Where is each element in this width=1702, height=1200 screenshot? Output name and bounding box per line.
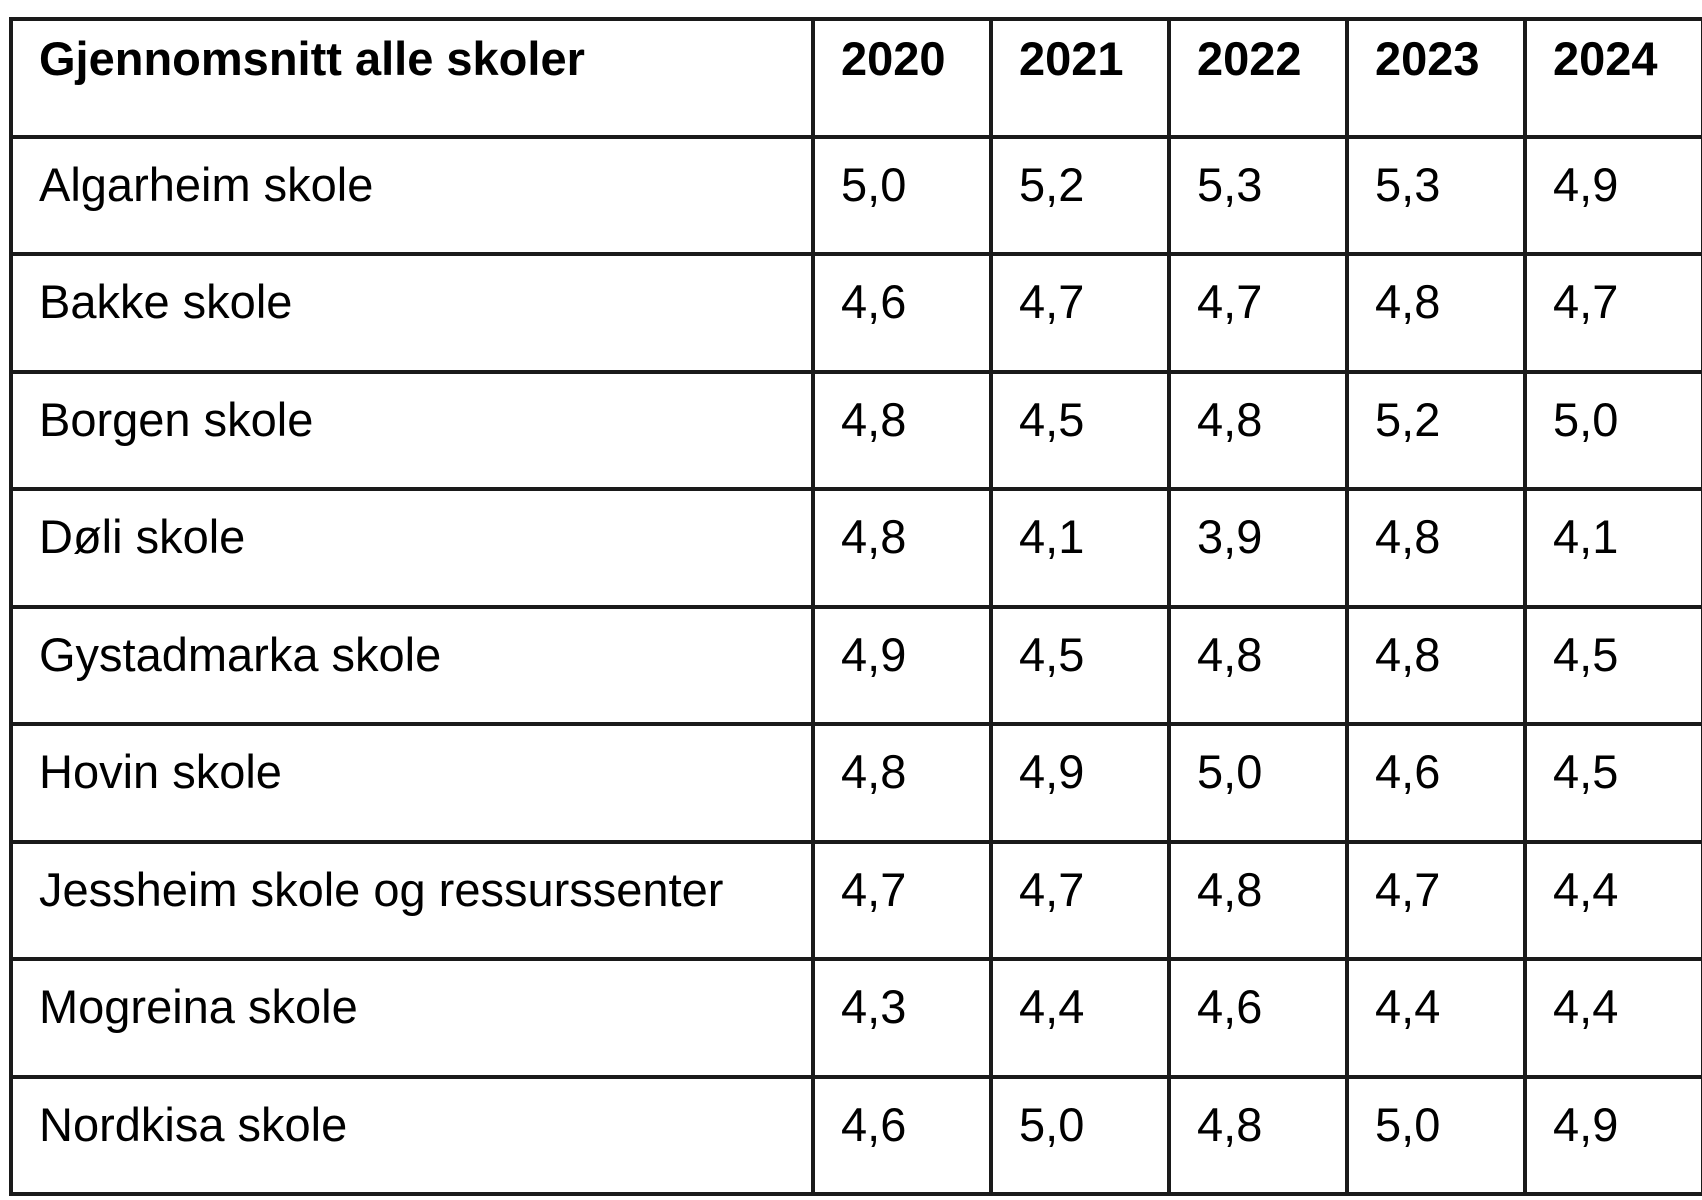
school-averages-table: Gjennomsnitt alle skoler 2020 2021 2022 … xyxy=(9,17,1702,1196)
table-row: Døli skole 4,8 4,1 3,9 4,8 4,1 xyxy=(9,487,1702,609)
school-name: Nordkisa skole xyxy=(9,1074,815,1196)
table-row: Mogreina skole 4,3 4,4 4,6 4,4 4,4 xyxy=(9,957,1702,1079)
year-value: 4,6 xyxy=(1167,957,1349,1079)
year-value: 5,0 xyxy=(811,134,993,256)
year-value: 4,9 xyxy=(989,722,1171,844)
year-value: 4,5 xyxy=(989,369,1171,491)
year-value: 4,1 xyxy=(989,487,1171,609)
year-value: 5,0 xyxy=(1523,369,1702,491)
header-year: 2021 xyxy=(989,17,1171,139)
year-value: 4,7 xyxy=(811,839,993,961)
year-value: 4,8 xyxy=(1345,252,1527,374)
year-value: 4,6 xyxy=(1345,722,1527,844)
table-row: Nordkisa skole 4,6 5,0 4,8 5,0 4,9 xyxy=(9,1074,1702,1196)
year-value: 4,8 xyxy=(1345,487,1527,609)
year-value: 4,8 xyxy=(1167,369,1349,491)
school-name: Algarheim skole xyxy=(9,134,815,256)
year-value: 4,8 xyxy=(1167,1074,1349,1196)
header-year: 2022 xyxy=(1167,17,1349,139)
year-value: 4,1 xyxy=(1523,487,1702,609)
table-row: Hovin skole 4,8 4,9 5,0 4,6 4,5 xyxy=(9,722,1702,844)
year-value: 4,7 xyxy=(989,252,1171,374)
year-value: 4,4 xyxy=(989,957,1171,1079)
year-value: 4,8 xyxy=(811,722,993,844)
year-value: 4,6 xyxy=(811,252,993,374)
averages-table-container: Gjennomsnitt alle skoler 2020 2021 2022 … xyxy=(9,17,1702,1196)
year-value: 4,7 xyxy=(1345,839,1527,961)
table-row: Bakke skole 4,6 4,7 4,7 4,8 4,7 xyxy=(9,252,1702,374)
school-name: Jessheim skole og ressurssenter xyxy=(9,839,815,961)
year-value: 4,8 xyxy=(1345,604,1527,726)
year-value: 5,2 xyxy=(1345,369,1527,491)
year-value: 4,6 xyxy=(811,1074,993,1196)
year-value: 4,8 xyxy=(811,369,993,491)
school-name: Gystadmarka skole xyxy=(9,604,815,726)
school-name: Borgen skole xyxy=(9,369,815,491)
year-value: 5,0 xyxy=(989,1074,1171,1196)
year-value: 5,0 xyxy=(1167,722,1349,844)
year-value: 4,5 xyxy=(989,604,1171,726)
year-value: 4,5 xyxy=(1523,604,1702,726)
school-name: Mogreina skole xyxy=(9,957,815,1079)
year-value: 4,4 xyxy=(1523,957,1702,1079)
year-value: 4,8 xyxy=(811,487,993,609)
year-value: 4,7 xyxy=(1523,252,1702,374)
year-value: 4,9 xyxy=(1523,1074,1702,1196)
year-value: 5,2 xyxy=(989,134,1171,256)
school-name: Døli skole xyxy=(9,487,815,609)
table-row: Algarheim skole 5,0 5,2 5,3 5,3 4,9 xyxy=(9,134,1702,256)
school-name: Hovin skole xyxy=(9,722,815,844)
year-value: 4,9 xyxy=(1523,134,1702,256)
year-value: 4,4 xyxy=(1345,957,1527,1079)
year-value: 5,3 xyxy=(1167,134,1349,256)
year-value: 5,3 xyxy=(1345,134,1527,256)
year-value: 4,8 xyxy=(1167,839,1349,961)
header-year: 2024 xyxy=(1523,17,1702,139)
year-value: 4,3 xyxy=(811,957,993,1079)
header-year: 2023 xyxy=(1345,17,1527,139)
year-value: 3,9 xyxy=(1167,487,1349,609)
year-value: 4,7 xyxy=(989,839,1171,961)
table-row: Borgen skole 4,8 4,5 4,8 5,2 5,0 xyxy=(9,369,1702,491)
year-value: 4,5 xyxy=(1523,722,1702,844)
year-value: 4,8 xyxy=(1167,604,1349,726)
school-name: Bakke skole xyxy=(9,252,815,374)
year-value: 5,0 xyxy=(1345,1074,1527,1196)
year-value: 4,9 xyxy=(811,604,993,726)
table-header-row: Gjennomsnitt alle skoler 2020 2021 2022 … xyxy=(9,17,1702,139)
year-value: 4,7 xyxy=(1167,252,1349,374)
table-row: Jessheim skole og ressurssenter 4,7 4,7 … xyxy=(9,839,1702,961)
header-label: Gjennomsnitt alle skoler xyxy=(9,17,815,139)
table-row: Gystadmarka skole 4,9 4,5 4,8 4,8 4,5 xyxy=(9,604,1702,726)
header-year: 2020 xyxy=(811,17,993,139)
year-value: 4,4 xyxy=(1523,839,1702,961)
